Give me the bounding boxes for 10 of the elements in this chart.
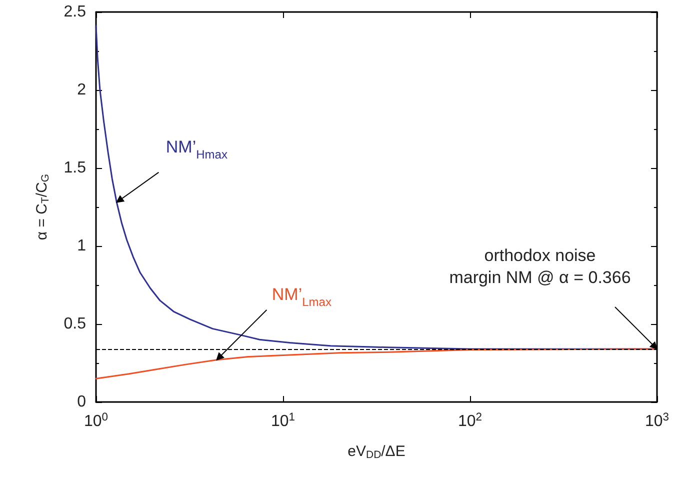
annotation: NM’$_{Hmax}$ — [166, 137, 228, 162]
y-tick-label: 0.5 — [64, 316, 86, 332]
y-axis-title: α = CT/CG — [33, 174, 52, 240]
y-tick-label: 2.5 — [64, 4, 86, 20]
annotation: NM’$_{Lmax}$ — [272, 284, 332, 309]
y-tick-label: 0 — [77, 394, 86, 410]
y-tick-label: 1 — [77, 238, 86, 254]
annotation: orthodox noise margin NM @ α = 0.366 — [449, 246, 631, 287]
y-tick-label: 2 — [77, 82, 86, 98]
y-tick-label: 1.5 — [64, 160, 86, 176]
